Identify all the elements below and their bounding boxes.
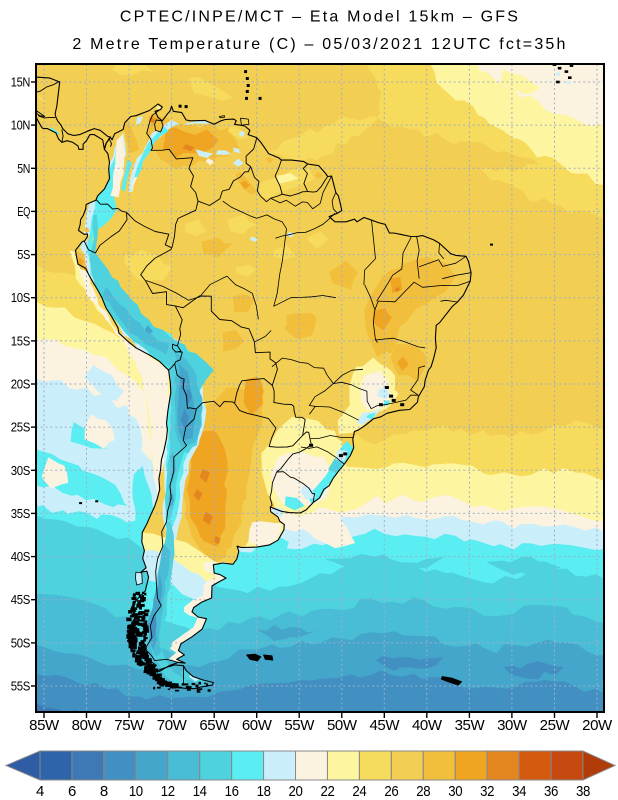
svg-text:40S: 40S (11, 550, 30, 564)
svg-text:10N: 10N (11, 119, 31, 133)
svg-text:80W: 80W (72, 717, 103, 734)
svg-text:65W: 65W (199, 717, 230, 734)
svg-text:30W: 30W (497, 717, 528, 734)
svg-text:20W: 20W (582, 717, 613, 734)
svg-text:55W: 55W (284, 717, 315, 734)
svg-text:14: 14 (193, 783, 207, 800)
svg-text:32: 32 (480, 783, 494, 800)
svg-text:24: 24 (352, 783, 366, 800)
svg-text:10: 10 (129, 783, 143, 800)
svg-text:35W: 35W (455, 717, 486, 734)
svg-text:CPTEC/INPE/MCT – Eta Model 15: CPTEC/INPE/MCT – Eta Model 15km – GFS (120, 9, 520, 26)
svg-text:15N: 15N (11, 76, 31, 90)
svg-text:30: 30 (448, 783, 462, 800)
svg-text:50W: 50W (327, 717, 358, 734)
svg-text:20: 20 (289, 783, 303, 800)
svg-text:15S: 15S (11, 334, 30, 348)
svg-text:25W: 25W (540, 717, 571, 734)
svg-text:38: 38 (576, 783, 590, 800)
svg-text:16: 16 (225, 783, 239, 800)
svg-text:18: 18 (257, 783, 271, 800)
svg-text:6: 6 (68, 783, 76, 800)
svg-text:10S: 10S (11, 291, 30, 305)
svg-text:45S: 45S (11, 593, 30, 607)
svg-text:20S: 20S (11, 378, 30, 392)
svg-text:75W: 75W (114, 717, 145, 734)
svg-text:34: 34 (512, 783, 526, 800)
svg-text:50S: 50S (11, 636, 30, 650)
svg-text:8: 8 (100, 783, 108, 800)
svg-text:40W: 40W (412, 717, 443, 734)
svg-text:26: 26 (384, 783, 398, 800)
svg-text:85W: 85W (29, 717, 60, 734)
svg-text:4: 4 (36, 783, 44, 800)
svg-text:25S: 25S (11, 421, 30, 435)
svg-text:36: 36 (544, 783, 558, 800)
svg-text:30S: 30S (11, 464, 30, 478)
svg-text:EQ: EQ (17, 205, 30, 219)
svg-text:45W: 45W (369, 717, 400, 734)
svg-text:60W: 60W (242, 717, 273, 734)
svg-text:55S: 55S (11, 680, 30, 694)
svg-text:70W: 70W (157, 717, 188, 734)
svg-text:12: 12 (161, 783, 175, 800)
svg-text:28: 28 (416, 783, 430, 800)
svg-text:2 Metre Temperature (C) – 05/0: 2 Metre Temperature (C) – 05/03/2021 12U… (72, 36, 567, 53)
svg-text:35S: 35S (11, 507, 30, 521)
svg-text:5S: 5S (17, 248, 30, 262)
svg-text:22: 22 (320, 783, 334, 800)
svg-text:5N: 5N (17, 162, 30, 176)
